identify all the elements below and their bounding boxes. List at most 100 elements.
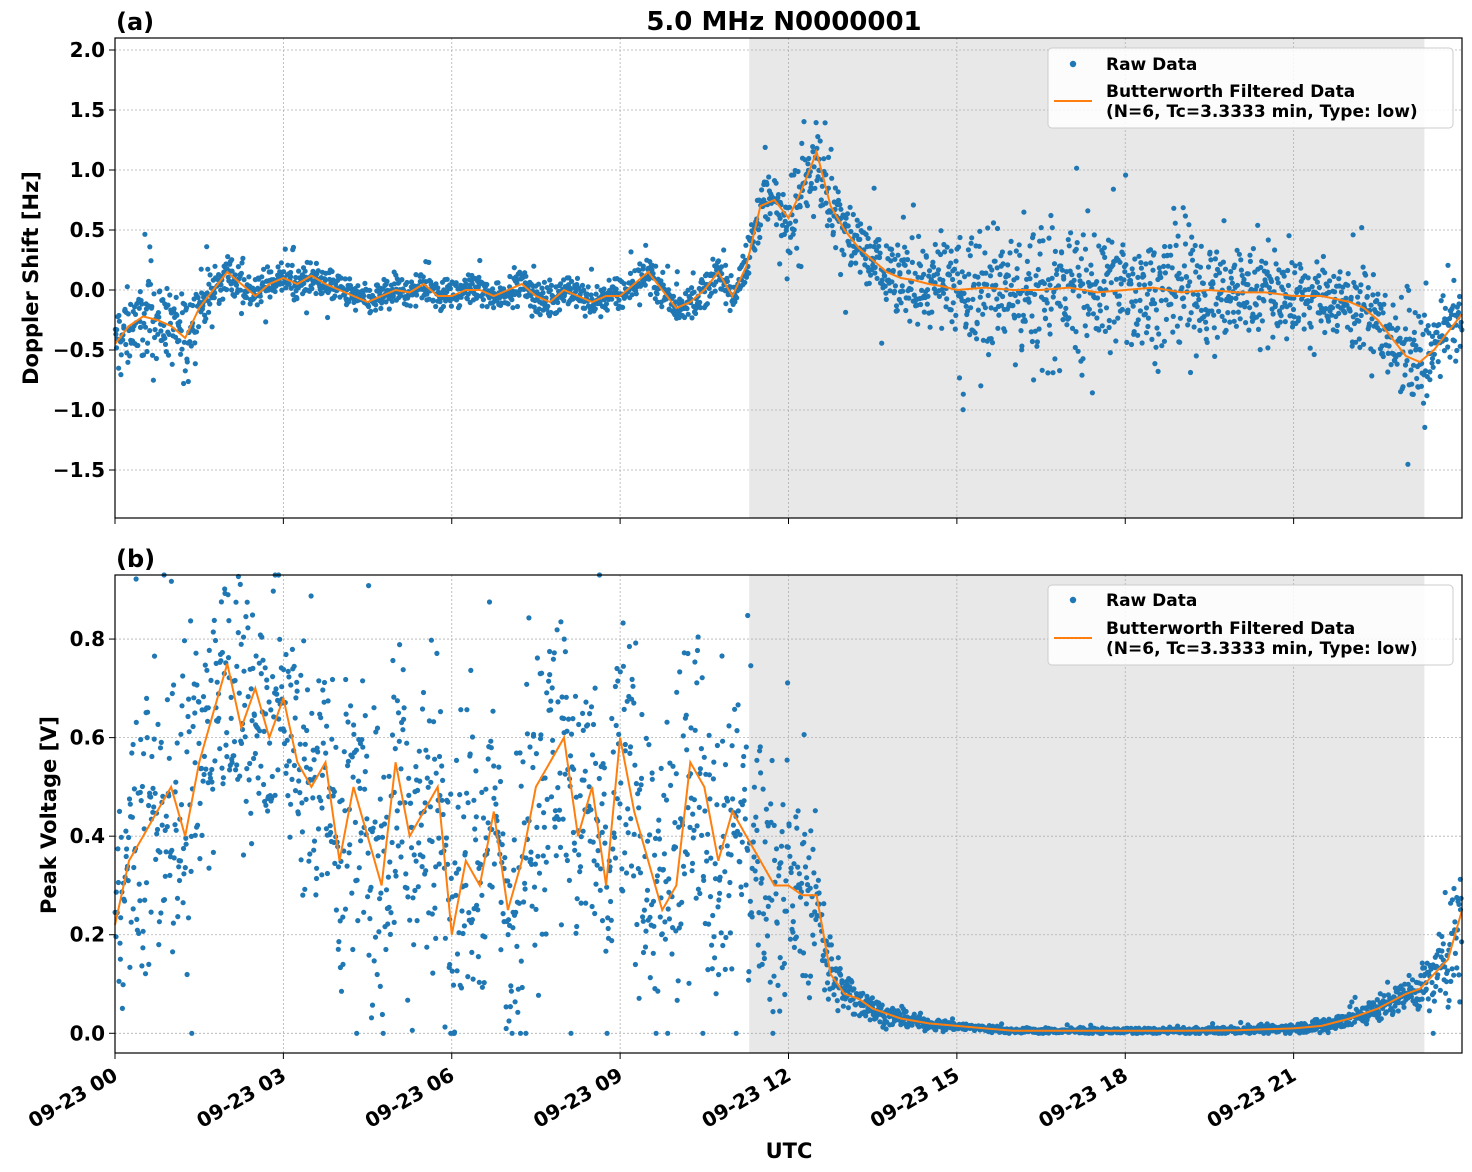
raw-data-point	[163, 813, 169, 819]
raw-data-point	[1076, 272, 1082, 278]
raw-data-point	[775, 982, 781, 989]
raw-data-point	[565, 716, 572, 722]
raw-data-point	[781, 231, 788, 237]
raw-data-point	[288, 801, 294, 807]
y-tick-label: 1.0	[70, 158, 105, 182]
raw-data-point	[521, 899, 527, 905]
raw-data-point	[758, 770, 764, 776]
raw-data-point	[718, 930, 724, 936]
raw-data-point	[610, 846, 616, 852]
raw-data-point	[205, 266, 211, 272]
raw-data-point	[247, 760, 253, 767]
raw-data-point	[656, 817, 662, 823]
raw-data-point	[1322, 270, 1328, 276]
raw-data-point	[993, 282, 999, 288]
raw-data-point	[557, 307, 563, 313]
raw-data-point	[535, 992, 542, 998]
raw-data-point	[1101, 245, 1107, 251]
raw-data-point	[844, 211, 851, 217]
raw-data-point	[799, 880, 805, 886]
raw-data-point	[144, 348, 150, 355]
raw-data-point	[1350, 232, 1356, 238]
raw-data-point	[549, 685, 555, 691]
raw-data-point	[475, 954, 481, 960]
raw-data-point	[1178, 276, 1185, 282]
raw-data-point	[469, 917, 475, 923]
raw-data-point	[551, 650, 557, 656]
raw-data-point	[1278, 313, 1284, 319]
raw-data-point	[1076, 293, 1082, 299]
raw-data-point	[720, 738, 726, 744]
raw-data-point	[1069, 325, 1076, 331]
raw-data-point	[599, 918, 606, 924]
raw-data-point	[1369, 316, 1375, 322]
raw-data-point	[288, 274, 294, 280]
raw-data-point	[646, 742, 652, 748]
raw-data-point	[1421, 312, 1427, 318]
raw-data-point	[324, 870, 330, 877]
raw-data-point	[352, 819, 358, 826]
raw-data-point	[777, 215, 783, 221]
raw-data-point	[984, 282, 990, 288]
raw-data-point	[372, 934, 379, 940]
raw-data-point	[848, 228, 854, 235]
raw-data-point	[116, 365, 122, 371]
raw-data-point	[715, 258, 722, 264]
raw-data-point	[420, 274, 426, 280]
raw-data-point	[183, 305, 190, 311]
raw-data-point	[1311, 351, 1317, 358]
raw-data-point	[680, 733, 686, 739]
panel-a-legend-raw: Raw Data	[1106, 55, 1197, 75]
raw-data-point	[573, 288, 579, 295]
raw-data-point	[1084, 332, 1090, 339]
raw-data-point	[218, 282, 224, 288]
raw-data-point	[338, 988, 345, 994]
raw-data-point	[653, 263, 659, 269]
raw-data-point	[710, 256, 716, 262]
raw-data-point	[739, 891, 745, 898]
raw-data-point	[283, 285, 289, 291]
raw-data-point	[590, 839, 596, 845]
raw-data-point	[755, 942, 761, 948]
raw-data-point	[1418, 319, 1424, 325]
raw-data-point	[1110, 186, 1116, 192]
raw-data-point	[742, 279, 748, 286]
raw-data-point	[985, 292, 991, 299]
raw-data-point	[135, 342, 141, 349]
raw-data-point	[314, 865, 320, 871]
raw-data-point	[1256, 295, 1262, 301]
raw-data-point	[228, 694, 234, 701]
raw-data-point	[695, 634, 701, 640]
raw-data-point	[599, 801, 605, 807]
raw-data-point	[1057, 303, 1063, 309]
raw-data-point	[647, 832, 653, 838]
raw-data-point	[1176, 270, 1182, 276]
raw-data-point	[346, 297, 352, 303]
raw-data-point	[822, 987, 828, 993]
raw-data-point	[178, 351, 184, 357]
raw-data-point	[448, 875, 454, 882]
raw-data-point	[521, 820, 527, 826]
raw-data-point	[975, 274, 981, 280]
raw-data-point	[345, 758, 351, 764]
raw-data-point	[852, 1011, 858, 1017]
raw-data-point	[990, 220, 997, 226]
raw-data-point	[743, 744, 749, 750]
raw-data-point	[131, 786, 137, 792]
raw-data-point	[709, 942, 715, 948]
raw-data-point	[499, 842, 505, 848]
raw-data-point	[795, 808, 801, 814]
raw-data-point	[983, 270, 989, 276]
raw-data-point	[964, 308, 971, 314]
raw-data-point	[378, 890, 384, 896]
raw-data-point	[331, 789, 337, 795]
raw-data-point	[773, 846, 780, 852]
raw-data-point	[666, 916, 673, 922]
raw-data-point	[1051, 261, 1058, 267]
raw-data-point	[1073, 329, 1079, 335]
raw-data-point	[658, 765, 664, 772]
raw-data-point	[693, 895, 699, 901]
raw-data-point	[493, 801, 499, 807]
raw-data-point	[1134, 321, 1140, 327]
raw-data-point	[426, 296, 432, 302]
